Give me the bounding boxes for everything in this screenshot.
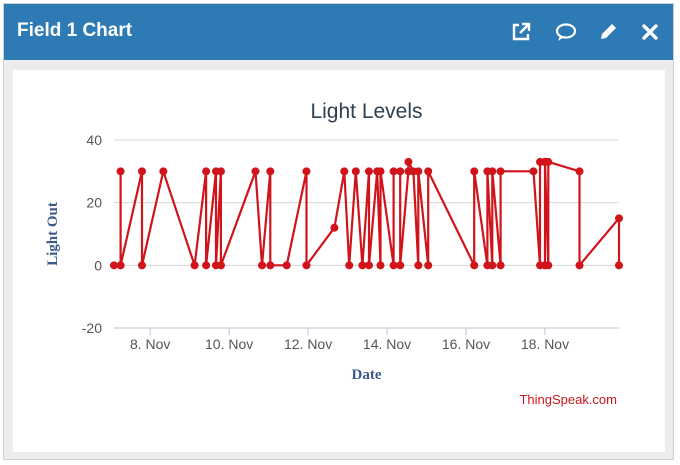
data-point [364, 167, 373, 176]
data-point [340, 167, 349, 176]
data-point [282, 261, 291, 270]
line-chart: -20 0 20 40 8. Nov 10. Nov 12. Nov 14. Nov 16. N… [45, 100, 623, 407]
data-point [137, 261, 146, 270]
y-tick-label: 0 [94, 257, 102, 273]
pencil-icon[interactable] [596, 20, 620, 44]
data-point [544, 261, 553, 270]
data-point [575, 167, 584, 176]
data-point [414, 261, 423, 270]
data-point [351, 167, 360, 176]
data-point [396, 167, 405, 176]
widget-header: Field 1 Chart [4, 4, 673, 60]
data-point [470, 167, 479, 176]
x-tick-label: 18. Nov [521, 336, 569, 352]
data-point [376, 261, 385, 270]
data-point [396, 261, 405, 270]
data-point [302, 261, 311, 270]
data-point [251, 167, 260, 176]
data-point [575, 261, 584, 270]
data-point [404, 157, 413, 166]
data-point [389, 261, 398, 270]
data-point [376, 167, 385, 176]
data-point [302, 167, 311, 176]
data-point [345, 261, 354, 270]
widget-title: Field 1 Chart [17, 20, 133, 41]
data-point [116, 261, 125, 270]
data-point [266, 261, 275, 270]
data-point [190, 261, 199, 270]
data-point [116, 167, 125, 176]
chart-title: Light Levels [310, 100, 422, 123]
data-point [216, 167, 225, 176]
y-tick-label: 20 [86, 195, 102, 211]
data-point [202, 261, 211, 270]
y-tick-label: -20 [82, 320, 102, 336]
data-point [488, 261, 497, 270]
data-point [488, 167, 497, 176]
data-point [615, 214, 623, 223]
data-point [137, 167, 146, 176]
data-point [266, 167, 275, 176]
x-tick-label: 10. Nov [205, 336, 253, 352]
series-line [114, 160, 621, 267]
y-axis-title: Light Out [45, 202, 61, 266]
data-point [496, 261, 505, 270]
data-point [389, 167, 398, 176]
data-point [202, 167, 211, 176]
data-point [258, 261, 267, 270]
data-point [358, 261, 367, 270]
data-point [424, 261, 433, 270]
data-point [330, 223, 339, 232]
data-point [424, 167, 433, 176]
data-point [496, 167, 505, 176]
y-tick-label: 40 [86, 132, 102, 148]
chart-widget: Field 1 Chart -20 0 20 40 8. Nov 10. Nov 12. N… [3, 3, 674, 460]
data-point [414, 167, 423, 176]
x-tick-label: 8. Nov [130, 336, 170, 352]
data-point [544, 157, 553, 166]
data-point [364, 261, 373, 270]
x-axis-title: Date [352, 367, 382, 383]
close-icon[interactable] [638, 20, 662, 44]
credit-label: ThingSpeak.com [519, 392, 617, 407]
data-point [615, 261, 623, 270]
data-point [110, 261, 118, 270]
x-tick-label: 16. Nov [442, 336, 490, 352]
x-tick-label: 14. Nov [363, 336, 411, 352]
data-point [470, 261, 479, 270]
x-tick-label: 12. Nov [284, 336, 332, 352]
comment-icon[interactable] [554, 20, 578, 44]
external-link-icon[interactable] [509, 20, 533, 44]
data-point [159, 167, 168, 176]
chart-card: -20 0 20 40 8. Nov 10. Nov 12. Nov 14. Nov 16. N… [13, 70, 665, 452]
data-point [216, 261, 225, 270]
data-point [529, 167, 538, 176]
